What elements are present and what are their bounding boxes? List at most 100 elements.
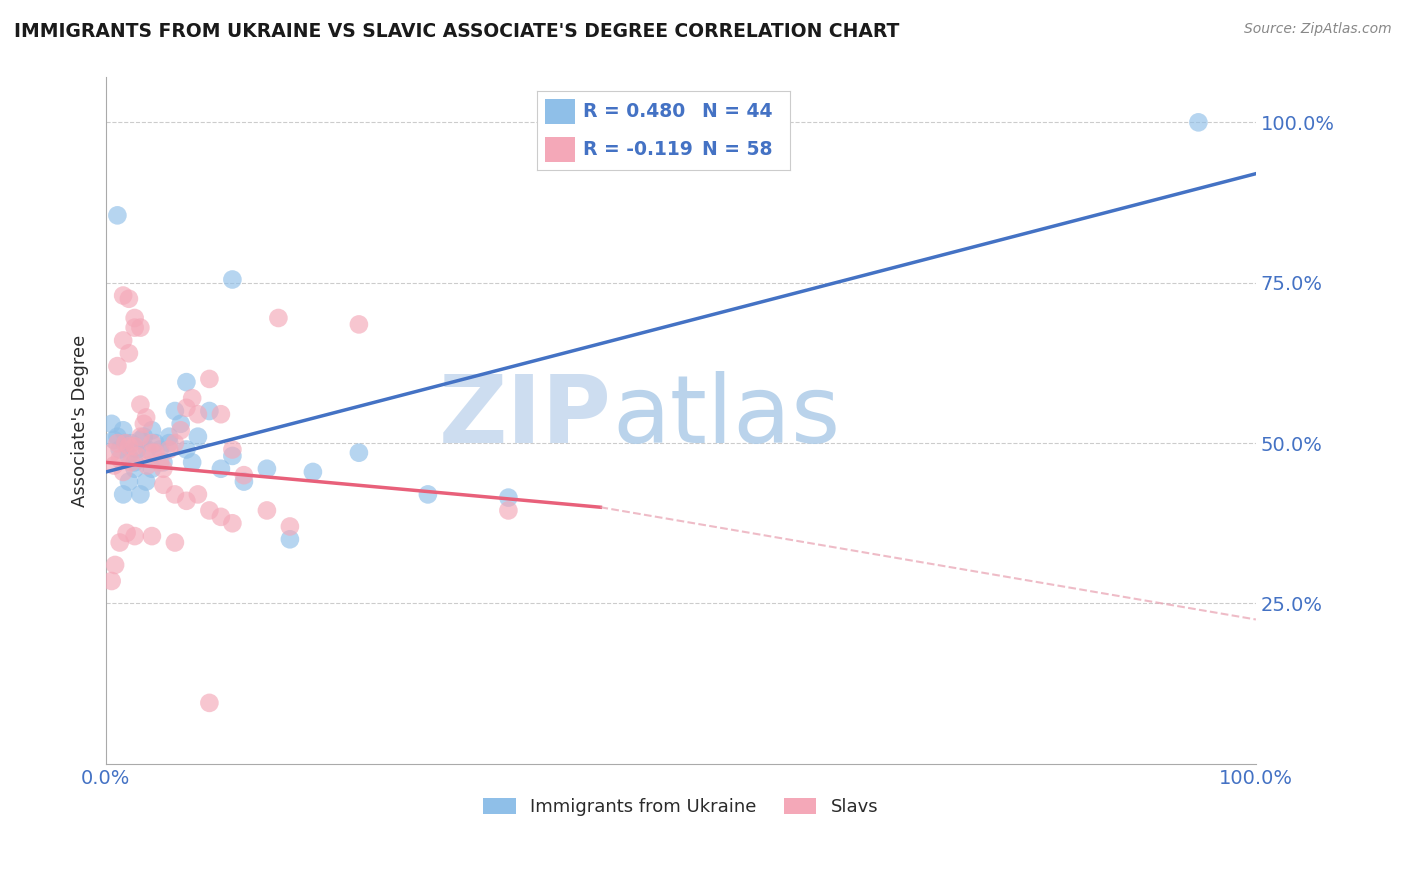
Point (267, 310, 290, 325)
Point (129, 487, 152, 501)
Point (135, 410, 157, 425)
Point (107, 208, 129, 222)
Point (347, 318, 370, 332)
Text: IMMIGRANTS FROM UKRAINE VS SLAVIC ASSOCIATE'S DEGREE CORRELATION CHART: IMMIGRANTS FROM UKRAINE VS SLAVIC ASSOCI… (14, 22, 900, 41)
Point (136, 442, 159, 457)
Text: Source: ZipAtlas.com: Source: ZipAtlas.com (1244, 22, 1392, 37)
Point (107, 359, 129, 373)
Point (100, 446, 122, 460)
Point (112, 423, 135, 437)
Point (118, 346, 141, 360)
Point (125, 449, 148, 463)
Point (108, 442, 131, 457)
Point (278, 519, 301, 533)
Point (136, 458, 159, 473)
Point (100, 574, 122, 588)
Point (157, 430, 180, 444)
Point (129, 433, 152, 447)
Point (143, 436, 166, 450)
Point (198, 372, 221, 386)
Point (132, 417, 155, 431)
Point (187, 487, 209, 501)
Point (100, 417, 122, 431)
Point (157, 442, 180, 457)
Point (104, 558, 127, 572)
Point (107, 436, 129, 450)
Point (129, 398, 152, 412)
Point (120, 455, 142, 469)
Point (132, 430, 155, 444)
Point (163, 487, 186, 501)
Point (181, 391, 204, 405)
Point (176, 442, 198, 457)
Point (278, 533, 301, 547)
Point (124, 439, 146, 453)
Point (152, 455, 174, 469)
Point (163, 535, 186, 549)
Point (221, 516, 243, 531)
Point (198, 503, 221, 517)
Point (108, 452, 131, 467)
Point (129, 430, 152, 444)
Point (498, 503, 520, 517)
Point (149, 455, 172, 469)
Point (124, 310, 146, 325)
Point (107, 430, 129, 444)
Point (135, 475, 157, 489)
Point (198, 404, 221, 418)
Point (112, 465, 135, 479)
Point (256, 461, 278, 475)
Point (181, 455, 204, 469)
Point (141, 529, 163, 543)
Point (124, 461, 146, 475)
Point (187, 430, 209, 444)
Point (118, 439, 141, 453)
Legend: Immigrants from Ukraine, Slavs: Immigrants from Ukraine, Slavs (477, 790, 886, 823)
Point (112, 334, 135, 348)
Point (209, 461, 232, 475)
Point (118, 449, 141, 463)
Point (125, 442, 148, 457)
Point (498, 491, 520, 505)
Point (152, 461, 174, 475)
Point (1187, 115, 1209, 129)
Point (347, 446, 370, 460)
Point (221, 442, 243, 457)
Point (112, 288, 135, 302)
Point (163, 404, 186, 418)
Text: ZIP: ZIP (439, 371, 612, 463)
Point (143, 446, 166, 460)
Point (114, 436, 136, 450)
Point (115, 525, 138, 540)
Point (124, 529, 146, 543)
Point (209, 509, 232, 524)
Point (141, 423, 163, 437)
Point (114, 436, 136, 450)
Point (124, 320, 146, 334)
Point (256, 503, 278, 517)
Point (141, 436, 163, 450)
Point (198, 696, 221, 710)
Point (103, 458, 125, 473)
Text: atlas: atlas (612, 371, 841, 463)
Point (209, 407, 232, 421)
Point (108, 535, 131, 549)
Point (103, 433, 125, 447)
Point (416, 487, 439, 501)
Point (169, 417, 191, 431)
Point (141, 446, 163, 460)
Point (187, 407, 209, 421)
Point (176, 375, 198, 389)
Point (124, 455, 146, 469)
Point (221, 272, 243, 286)
Point (302, 465, 325, 479)
Point (221, 449, 243, 463)
Point (232, 468, 254, 483)
Point (176, 493, 198, 508)
Point (152, 477, 174, 491)
Point (169, 423, 191, 437)
Point (120, 436, 142, 450)
Point (157, 436, 180, 450)
Point (118, 475, 141, 489)
Point (232, 475, 254, 489)
